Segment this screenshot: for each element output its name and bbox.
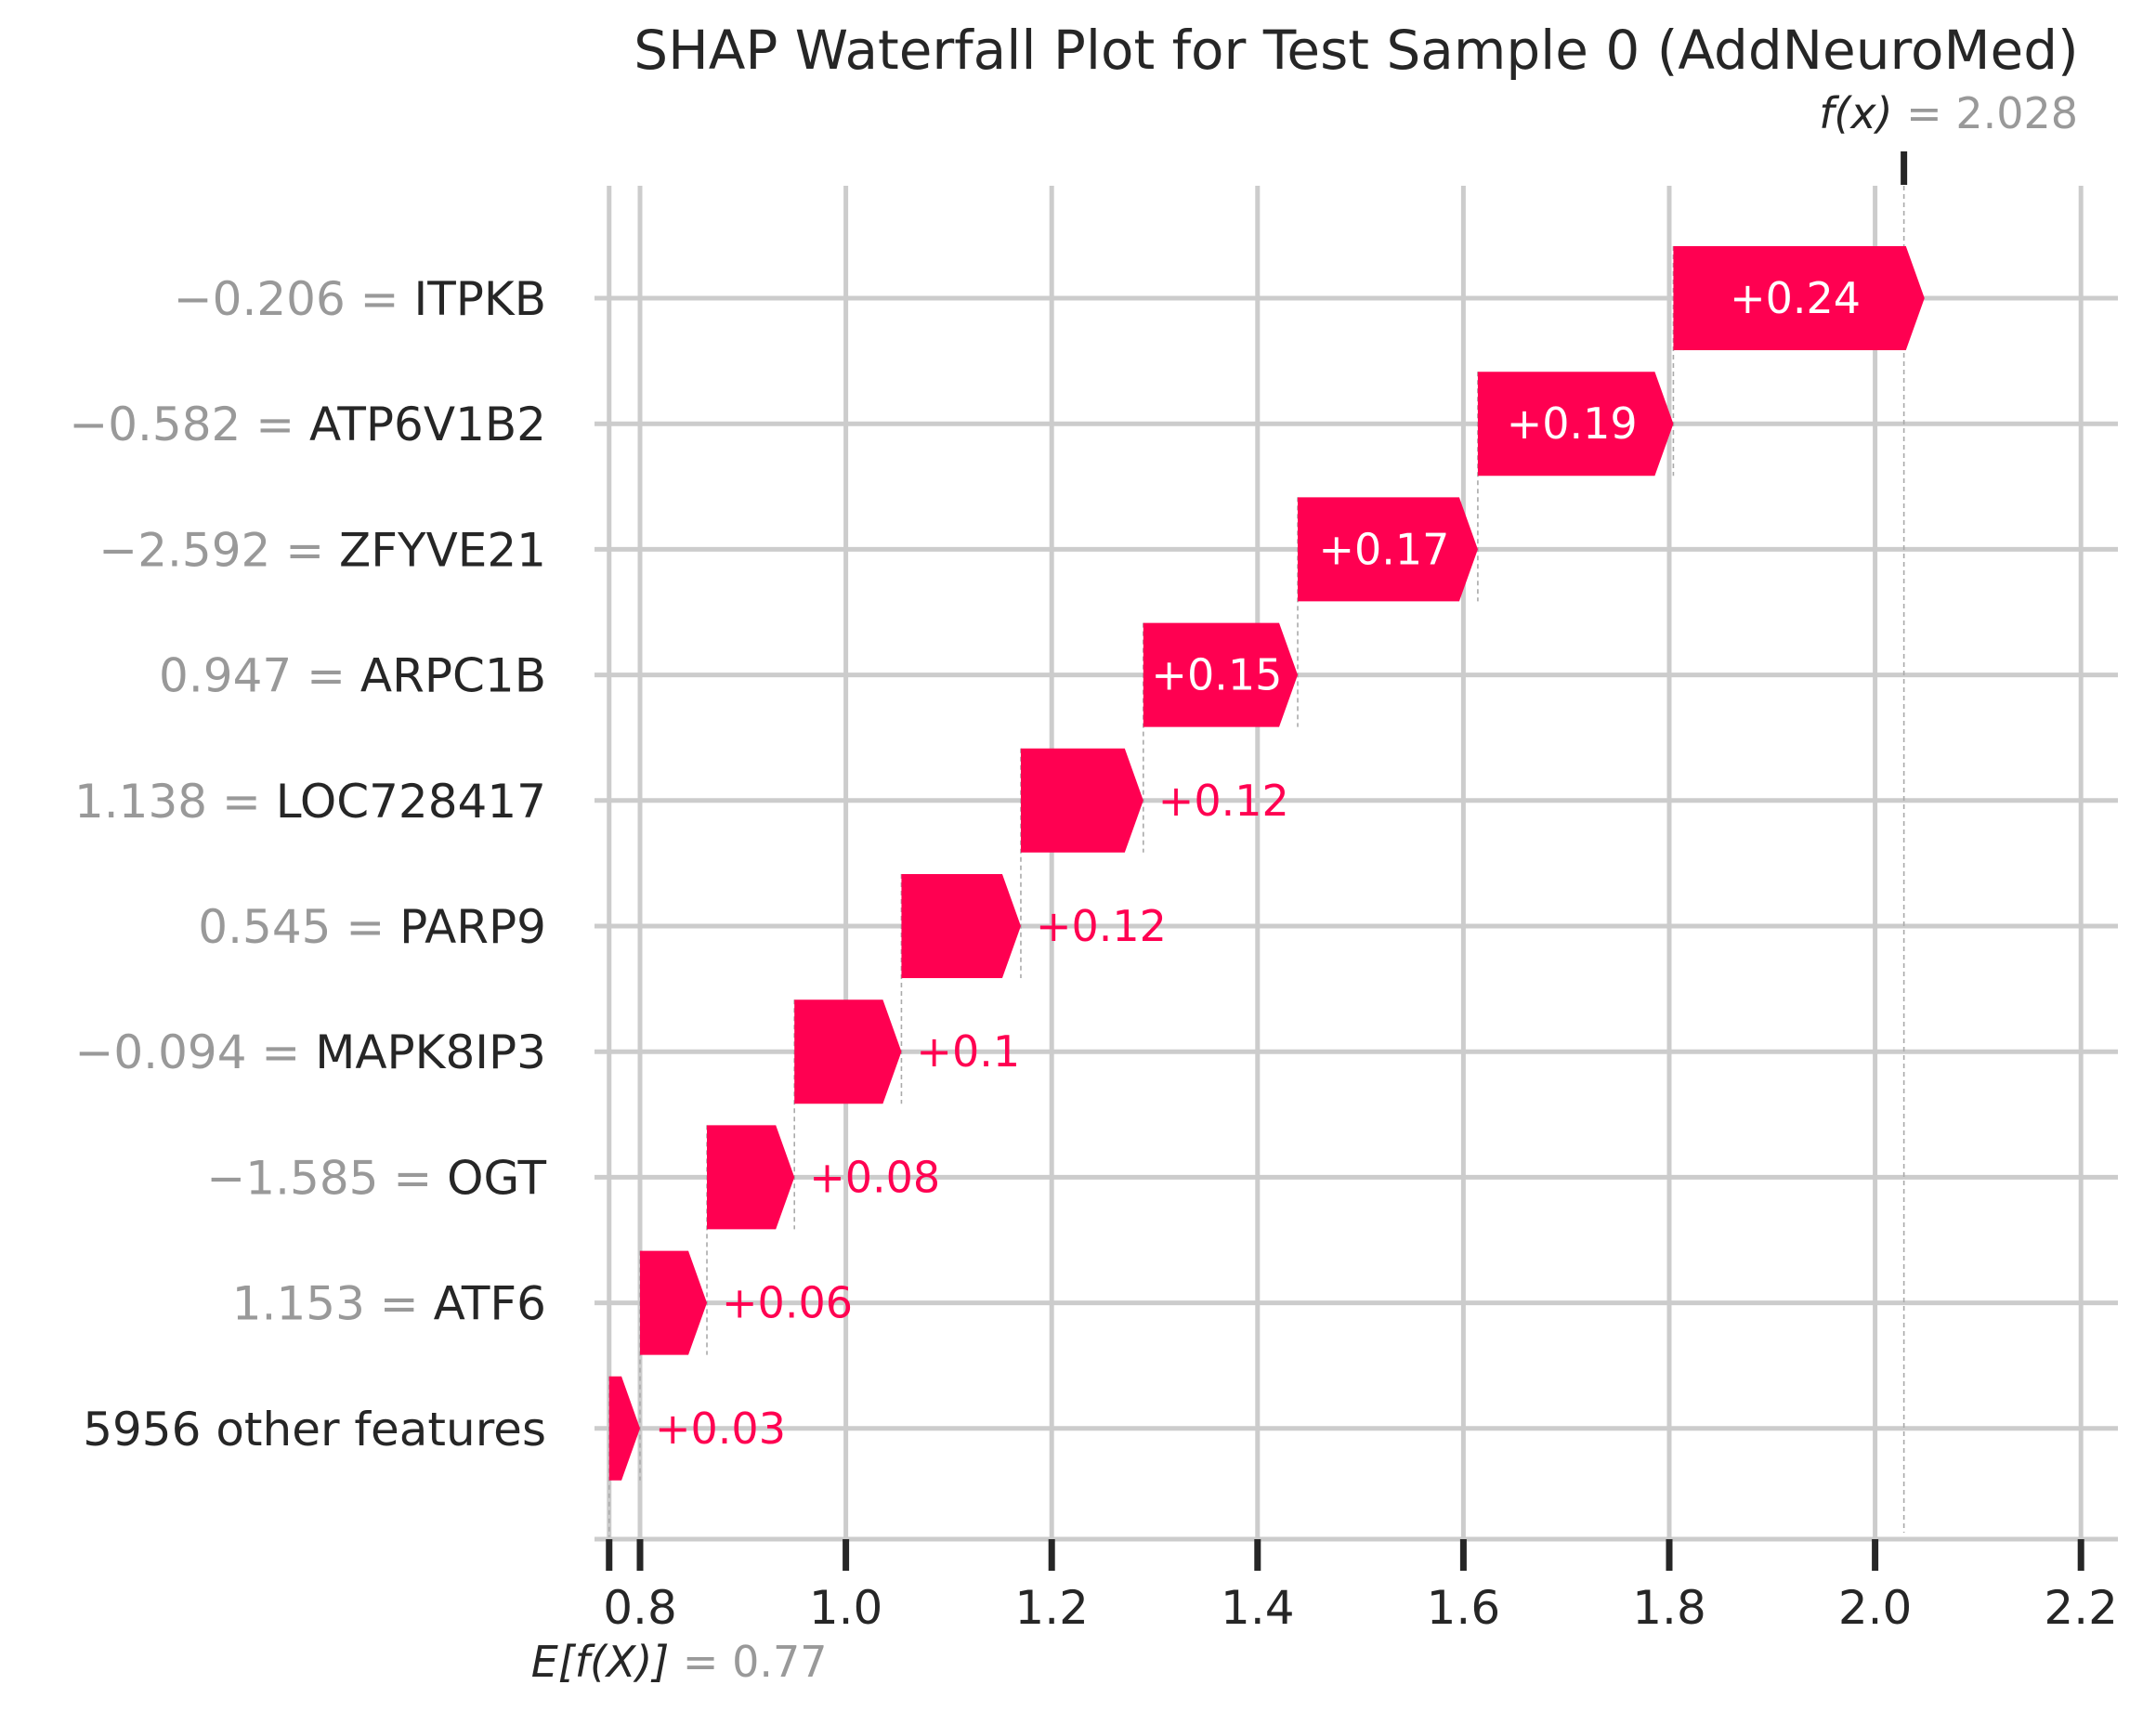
bars: +0.24 +0.19 +0.17 +0.15 +0.12 +0.12 +0.1 +0.08 +…	[608, 246, 1925, 1481]
feature-value: 0.947 =	[159, 649, 360, 703]
bar-label: +0.12	[1158, 776, 1289, 826]
feature-label: −0.582 = ATP6V1B2	[69, 398, 546, 451]
bar-label: +0.17	[1318, 524, 1449, 574]
output-value-name: f(x)	[1819, 88, 1892, 138]
feature-value: −0.206 =	[174, 272, 414, 326]
feature-value: −2.592 =	[98, 523, 339, 577]
feature-value: −0.094 =	[74, 1025, 315, 1079]
feature-labels: −0.206 = ITPKB −0.582 = ATP6V1B2 −2.592 = …	[69, 272, 546, 1456]
output-value-number: = 2.028	[1893, 88, 2078, 138]
bar	[1673, 246, 1925, 350]
x-tick-label: 1.4	[1221, 1581, 1295, 1635]
x-tick-label: 1.0	[809, 1581, 883, 1635]
bar	[901, 874, 1021, 978]
bar	[1477, 372, 1674, 477]
feature-label: −0.206 = ITPKB	[174, 272, 546, 326]
grid-lines	[595, 186, 2118, 1539]
bar-label: +0.24	[1730, 273, 1861, 323]
base-value-name: E[f(X)]	[531, 1637, 670, 1687]
feature-value: 1.138 =	[74, 775, 276, 829]
feature-name: 5956 other features	[83, 1403, 546, 1456]
feature-name: MAPK8IP3	[315, 1025, 546, 1079]
bar-label: +0.15	[1151, 650, 1282, 700]
feature-label: 1.138 = LOC728417	[74, 775, 546, 829]
base-value-number: = 0.77	[669, 1637, 827, 1687]
feature-name: PARP9	[399, 900, 546, 954]
feature-name: ITPKB	[413, 272, 546, 326]
feature-label: 5956 other features	[83, 1403, 546, 1456]
feature-name: LOC728417	[276, 775, 546, 829]
output-value-label: f(x) = 2.028	[1819, 88, 2078, 138]
base-value-label: E[f(X)] = 0.77	[531, 1637, 828, 1687]
bar-label: +0.19	[1507, 398, 1638, 449]
feature-label: −0.094 = MAPK8IP3	[74, 1025, 546, 1079]
x-tick-label: 1.6	[1427, 1581, 1501, 1635]
bar	[794, 999, 902, 1104]
feature-name: ARPC1B	[360, 649, 546, 703]
feature-value: −1.585 =	[206, 1151, 447, 1205]
feature-name: ATF6	[434, 1277, 546, 1331]
feature-name: ATP6V1B2	[309, 398, 546, 451]
x-tick-label: 0.8	[603, 1581, 677, 1635]
feature-value: 0.545 =	[198, 900, 399, 954]
feature-name: OGT	[447, 1151, 546, 1205]
bar-label: +0.12	[1036, 901, 1167, 951]
bar-label: +0.03	[655, 1404, 786, 1454]
x-axis: 0.8 1.0 1.2 1.4 1.6 1.8 2.0 2.2 E[f(X)] = 0.77 f(…	[531, 88, 2118, 1687]
feature-value: 1.153 =	[232, 1277, 434, 1331]
bar	[640, 1250, 708, 1355]
feature-label: 1.153 = ATF6	[232, 1277, 546, 1331]
bar-label: +0.08	[809, 1152, 940, 1202]
bar	[1020, 748, 1143, 853]
bar	[1298, 497, 1478, 602]
bar-label: +0.1	[916, 1026, 1020, 1077]
bar	[608, 1376, 640, 1481]
feature-label: 0.947 = ARPC1B	[159, 649, 546, 703]
feature-label: −1.585 = OGT	[206, 1151, 546, 1205]
chart-title: SHAP Waterfall Plot for Test Sample 0 (A…	[634, 19, 2078, 82]
feature-label: −2.592 = ZFYVE21	[98, 523, 546, 577]
x-tick-label: 2.2	[2044, 1581, 2118, 1635]
bar	[1143, 622, 1299, 727]
feature-name: ZFYVE21	[339, 523, 546, 577]
feature-value: −0.582 =	[69, 398, 309, 451]
x-tick-label: 1.8	[1632, 1581, 1706, 1635]
x-tick-label: 1.2	[1014, 1581, 1089, 1635]
feature-label: 0.545 = PARP9	[198, 900, 546, 954]
bar	[707, 1125, 795, 1230]
x-tick-label: 2.0	[1838, 1581, 1913, 1635]
bar-label: +0.06	[722, 1278, 853, 1328]
